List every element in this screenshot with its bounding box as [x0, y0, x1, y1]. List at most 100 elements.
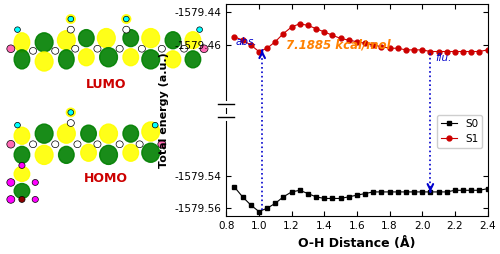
- Ellipse shape: [98, 29, 115, 48]
- S1: [386, 47, 392, 50]
- Circle shape: [7, 179, 15, 186]
- Circle shape: [14, 122, 20, 128]
- Circle shape: [94, 141, 101, 148]
- S0: [386, 190, 392, 194]
- S1: [321, 30, 327, 34]
- Circle shape: [124, 16, 129, 22]
- Circle shape: [74, 141, 81, 148]
- S1: [272, 40, 278, 43]
- Circle shape: [67, 120, 74, 126]
- Ellipse shape: [14, 184, 30, 198]
- S0: [444, 190, 450, 194]
- Ellipse shape: [36, 33, 53, 52]
- Circle shape: [7, 45, 15, 53]
- S1: [264, 47, 270, 50]
- S0: [313, 195, 319, 198]
- S0: [394, 190, 400, 194]
- S0: [248, 203, 254, 207]
- S1: [444, 50, 450, 53]
- S1: [476, 50, 482, 53]
- S1: [403, 48, 409, 51]
- Text: abs.: abs.: [236, 37, 258, 47]
- Circle shape: [7, 140, 15, 148]
- Line: S1: S1: [232, 21, 490, 54]
- S0: [436, 190, 442, 194]
- S1: [394, 47, 400, 50]
- S1: [452, 50, 458, 53]
- S1: [305, 24, 311, 27]
- S1: [354, 40, 360, 43]
- S0: [305, 192, 311, 195]
- Ellipse shape: [123, 30, 138, 47]
- Ellipse shape: [66, 15, 75, 23]
- Circle shape: [123, 26, 130, 33]
- S0: [476, 189, 482, 192]
- S0: [346, 195, 352, 198]
- Circle shape: [7, 196, 15, 203]
- S0: [338, 197, 344, 200]
- Ellipse shape: [142, 122, 160, 141]
- S0: [354, 194, 360, 197]
- S1: [370, 43, 376, 46]
- Ellipse shape: [185, 32, 200, 49]
- Circle shape: [158, 140, 166, 148]
- Circle shape: [94, 45, 101, 52]
- Ellipse shape: [58, 31, 75, 50]
- S1: [240, 39, 246, 42]
- Circle shape: [32, 180, 38, 185]
- Ellipse shape: [81, 125, 96, 142]
- Ellipse shape: [14, 50, 30, 69]
- S0: [330, 197, 336, 200]
- Y-axis label: Total energy (a.u.): Total energy (a.u.): [159, 52, 169, 168]
- S1: [436, 50, 442, 53]
- Ellipse shape: [185, 51, 200, 68]
- Ellipse shape: [14, 146, 30, 163]
- S0: [240, 195, 246, 198]
- Ellipse shape: [36, 145, 53, 164]
- S0: [321, 197, 327, 200]
- Circle shape: [68, 16, 73, 22]
- Ellipse shape: [14, 33, 30, 52]
- Ellipse shape: [142, 143, 160, 162]
- S1: [296, 22, 302, 25]
- Text: LUMO: LUMO: [86, 78, 126, 91]
- S0: [428, 190, 434, 194]
- Ellipse shape: [142, 29, 160, 48]
- Ellipse shape: [100, 145, 117, 164]
- S0: [288, 190, 294, 194]
- Ellipse shape: [123, 144, 138, 161]
- S0: [280, 195, 286, 198]
- S0: [370, 190, 376, 194]
- Ellipse shape: [165, 32, 180, 49]
- S1: [378, 45, 384, 48]
- Ellipse shape: [58, 124, 75, 143]
- Legend: S0, S1: S0, S1: [437, 115, 482, 148]
- S1: [280, 32, 286, 35]
- S0: [256, 210, 262, 213]
- Circle shape: [200, 45, 208, 53]
- S0: [296, 189, 302, 192]
- Ellipse shape: [66, 108, 75, 117]
- S0: [362, 192, 368, 195]
- Circle shape: [68, 110, 73, 115]
- S0: [411, 190, 417, 194]
- Ellipse shape: [58, 146, 74, 163]
- Ellipse shape: [14, 127, 30, 144]
- Circle shape: [19, 196, 25, 202]
- Ellipse shape: [100, 48, 117, 67]
- Ellipse shape: [122, 15, 131, 23]
- Circle shape: [116, 45, 123, 52]
- Circle shape: [158, 45, 166, 52]
- S1: [468, 50, 474, 53]
- S0: [264, 207, 270, 210]
- Ellipse shape: [58, 50, 74, 69]
- Circle shape: [30, 47, 36, 54]
- Text: flu.: flu.: [436, 53, 452, 63]
- S0: [232, 185, 237, 188]
- Circle shape: [52, 47, 59, 54]
- Circle shape: [67, 26, 74, 33]
- S1: [362, 42, 368, 45]
- Circle shape: [138, 45, 145, 52]
- Circle shape: [30, 141, 36, 148]
- Ellipse shape: [78, 30, 94, 47]
